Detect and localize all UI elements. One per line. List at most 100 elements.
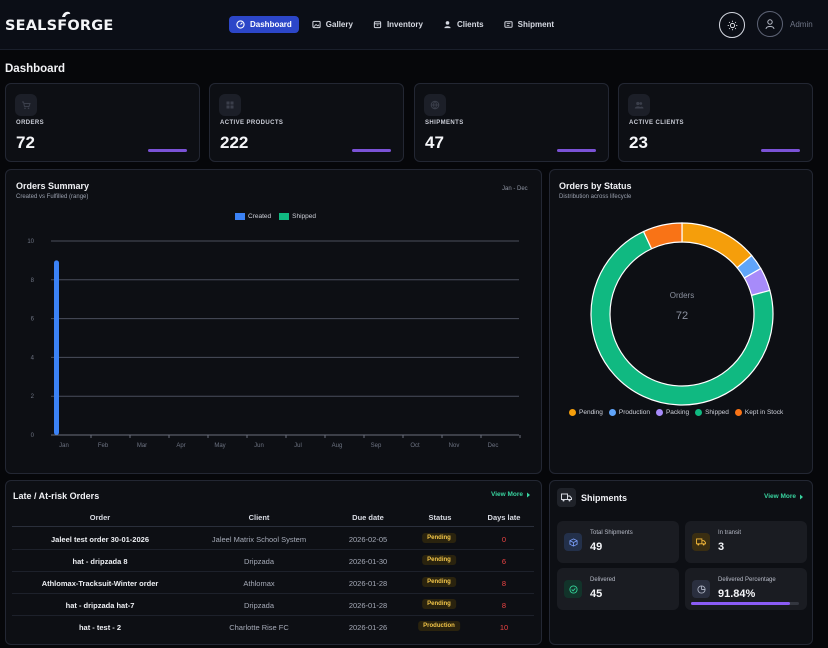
column-header-days-late[interactable]: Days late [487, 513, 521, 522]
stat-label: Delivered [590, 577, 616, 583]
client-name: Athlomax [243, 579, 275, 588]
delivered-progress-fill [691, 602, 791, 605]
due-date: 2026-01-30 [348, 557, 388, 566]
kpi-accent-bar [352, 149, 391, 152]
orders-by-status-title: Orders by Status [559, 181, 632, 191]
legend-label: Shipped [705, 409, 729, 416]
stat-label: In transit [718, 530, 742, 536]
donut-slice-pending[interactable] [681, 222, 753, 269]
client-name: Jaleel Matrix School System [211, 535, 307, 544]
legend-label: Packing [665, 409, 690, 416]
shipments-view-more-link[interactable]: View More [764, 493, 804, 500]
status-badge: Pending [422, 533, 456, 543]
seal-icon [62, 11, 71, 17]
table-row[interactable]: hat - dripzada 8 Dripzada 2026-01-30 Pen… [12, 550, 534, 572]
table-row[interactable]: Athlomax-Tracksuit-Winter order Athlomax… [12, 572, 534, 594]
nav-shipment-label: Shipment [517, 20, 555, 29]
dashboard-icon [236, 20, 245, 29]
order-name: hat - dripzada hat-7 [65, 601, 135, 610]
kpi-card-active-products[interactable]: ACTIVE PRODUCTS 222 [209, 83, 404, 162]
grid-icon [219, 94, 241, 116]
donut-center-label: Orders [669, 291, 695, 300]
user-avatar-button[interactable] [757, 11, 783, 37]
orders-by-status-donut [590, 222, 774, 406]
stat-card-in-transit[interactable]: In transit 3 [685, 521, 807, 563]
x-tick-label: Mar [137, 443, 147, 449]
orders-by-status-panel: Orders by Status Distribution across lif… [549, 169, 813, 474]
table-row[interactable]: hat - dripzada hat-7 Dripzada 2026-01-28… [12, 594, 534, 616]
days-late: 6 [501, 557, 507, 566]
nav-dashboard-label: Dashboard [250, 20, 292, 29]
y-tick-label: 4 [31, 355, 35, 361]
due-date: 2026-01-28 [348, 601, 388, 610]
x-tick-label: Oct [410, 443, 420, 449]
kpi-value: 47 [425, 133, 444, 152]
nav-gallery[interactable]: Gallery [305, 16, 360, 33]
legend-label: Kept in Stock [744, 409, 784, 416]
x-tick-label: Nov [449, 443, 460, 449]
stat-card-delivered-percentage[interactable]: Delivered Percentage 91.84% [685, 568, 807, 610]
y-tick-label: 2 [31, 394, 35, 400]
shipments-title: Shipments [581, 493, 628, 503]
legend-item-shipped[interactable]: Shipped [279, 213, 316, 220]
kpi-card-shipments[interactable]: SHIPMENTS 47 [414, 83, 609, 162]
bar-created-jan[interactable] [54, 260, 59, 435]
kpi-value: 72 [16, 133, 35, 152]
box-icon [373, 21, 382, 29]
legend-item-production[interactable]: Production [608, 409, 650, 416]
donut-slice-shipped[interactable] [590, 230, 774, 406]
cube-icon [564, 533, 582, 551]
days-late: 10 [499, 623, 509, 632]
orders-by-status-subtitle: Distribution across lifecycle [559, 194, 632, 200]
check-circle-icon [564, 580, 582, 598]
nav-shipment[interactable]: Shipment [497, 16, 561, 33]
column-header-status[interactable]: Status [428, 513, 452, 522]
column-header-order[interactable]: Order [89, 513, 111, 522]
late-orders-title: Late / At-risk Orders [13, 491, 100, 501]
column-header-client[interactable]: Client [248, 513, 270, 522]
column-header-due-date[interactable]: Due date [352, 513, 384, 522]
legend-dot [569, 409, 576, 416]
users-icon [628, 94, 650, 116]
late-orders-view-more-link[interactable]: View More [491, 491, 531, 498]
orders-summary-panel: Orders Summary Created vs Fulfilled (ran… [5, 169, 542, 474]
page-title: Dashboard [5, 63, 66, 75]
user-icon [765, 19, 775, 30]
donut-slice-kept-in-stock[interactable] [642, 222, 683, 250]
kpi-card-active-clients[interactable]: ACTIVE CLIENTS 23 [618, 83, 813, 162]
stat-card-delivered[interactable]: Delivered 45 [557, 568, 679, 610]
kpi-card-orders[interactable]: ORDERS 72 [5, 83, 200, 162]
legend-label: Pending [579, 409, 603, 416]
legend-swatch [279, 213, 290, 220]
order-name: Jaleel test order 30-01-2026 [51, 535, 149, 544]
nav-dashboard[interactable]: Dashboard [229, 16, 299, 33]
theme-toggle-button[interactable] [719, 12, 745, 38]
status-badge: Production [418, 621, 460, 631]
user-name[interactable]: Admin [790, 20, 813, 29]
users-icon [444, 21, 451, 29]
legend-item-kept-in-stock[interactable]: Kept in Stock [734, 409, 784, 416]
nav-clients[interactable]: Clients [436, 16, 491, 33]
table-row[interactable]: hat - test - 2 Charlotte Rise FC 2026-01… [12, 616, 534, 638]
date-range-label[interactable]: Jan - Dec [502, 186, 528, 192]
truck-icon [692, 533, 710, 551]
nav-inventory[interactable]: Inventory [366, 16, 430, 33]
order-name: Athlomax-Tracksuit-Winter order [41, 579, 159, 588]
legend-item-packing[interactable]: Packing [655, 409, 690, 416]
table-row[interactable]: Jaleel test order 30-01-2026 Jaleel Matr… [12, 528, 534, 550]
status-badge: Pending [422, 555, 456, 565]
legend-label: Production [618, 409, 650, 416]
y-tick-label: 10 [27, 239, 34, 245]
stat-label: Delivered Percentage [718, 577, 776, 583]
kpi-label: ORDERS [16, 120, 45, 126]
legend-dot [608, 409, 616, 416]
days-late: 0 [501, 535, 507, 544]
due-date: 2026-01-26 [348, 623, 388, 632]
stat-card-total-shipments[interactable]: Total Shipments 49 [557, 521, 679, 563]
status-badge: Pending [422, 599, 456, 609]
brand-logo[interactable]: SEALSFORGE [5, 18, 114, 34]
legend-dot [734, 409, 742, 416]
legend-item-created[interactable]: Created [235, 213, 271, 220]
legend-item-pending[interactable]: Pending [569, 409, 603, 416]
legend-item-shipped[interactable]: Shipped [695, 409, 729, 416]
